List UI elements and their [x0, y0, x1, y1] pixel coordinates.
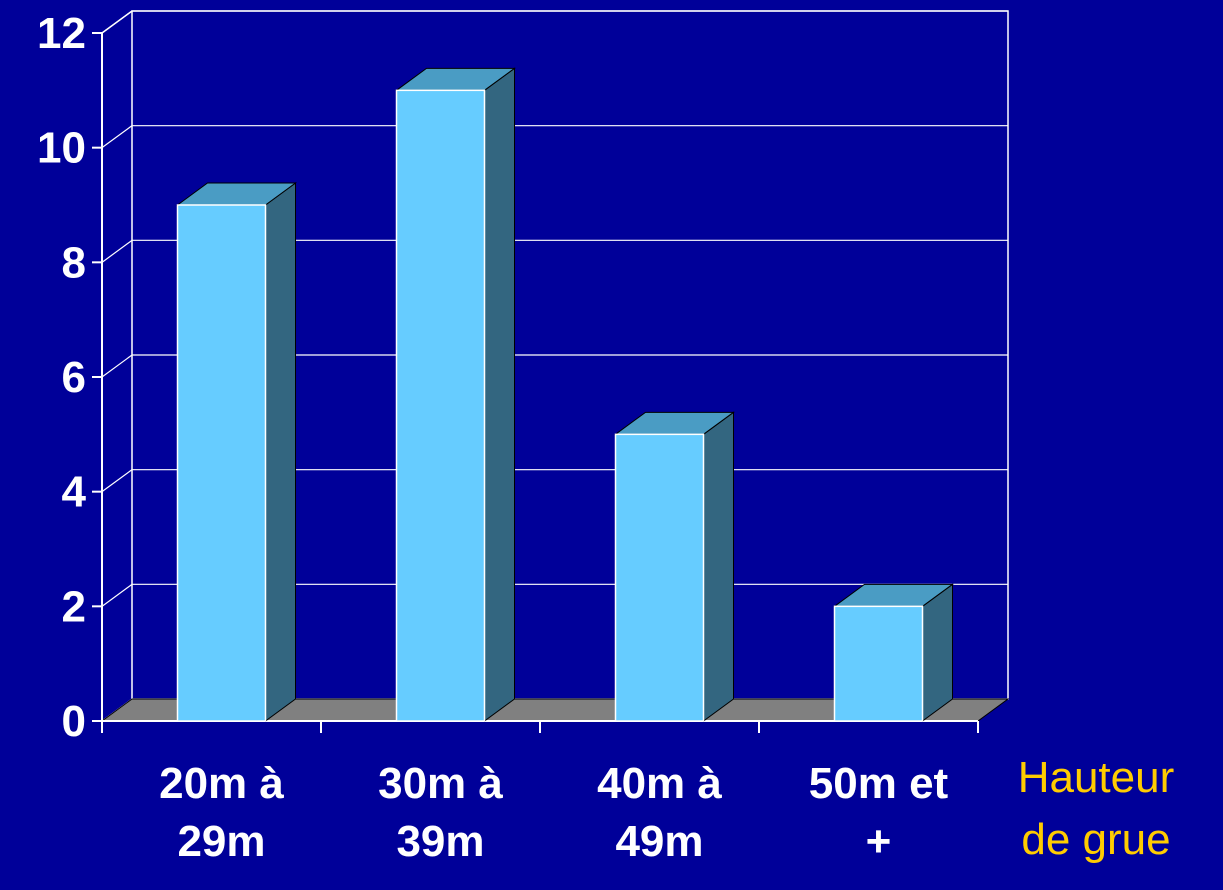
y-tick-label: 8: [62, 238, 86, 287]
y-tick-label: 4: [62, 468, 87, 517]
wall-gridline: [101, 239, 133, 263]
bar-side: [703, 411, 734, 722]
bar: [832, 583, 955, 722]
bar-front: [395, 89, 486, 722]
wall-gridline: [101, 583, 133, 607]
wall-gridline: [101, 10, 133, 34]
bar: [394, 67, 517, 722]
bar-front: [833, 605, 924, 722]
wall-gridline: [101, 469, 133, 493]
x-tick-label: 40m à 49m: [597, 759, 722, 866]
y-tick-labels: 0 2 4 6 8 10 12: [37, 9, 86, 746]
wall-gridline: [101, 354, 133, 378]
y-tick-label: 12: [37, 9, 86, 58]
bar: [613, 411, 736, 722]
bar-side: [922, 583, 953, 722]
x-axis-title: Hauteur de grue: [1018, 753, 1175, 864]
y-tick-label: 2: [62, 582, 86, 631]
wall-gridline: [101, 125, 133, 149]
bar-front: [614, 433, 705, 722]
bars: [175, 67, 955, 722]
bar-side: [265, 182, 296, 722]
x-tick-labels: 20m à 29m 30m à 39m 40m à 49m 50m et +: [159, 759, 948, 866]
bar-side: [484, 67, 515, 722]
x-tick-label: 50m et +: [809, 759, 949, 866]
y-tick-label: 10: [37, 124, 86, 173]
y-tick-label: 0: [62, 697, 86, 746]
x-tick-label: 30m à 39m: [378, 759, 503, 866]
y-tick-label: 6: [62, 353, 86, 402]
bar: [175, 182, 298, 722]
bar-front: [176, 204, 267, 722]
x-tick-label: 20m à 29m: [159, 759, 284, 866]
